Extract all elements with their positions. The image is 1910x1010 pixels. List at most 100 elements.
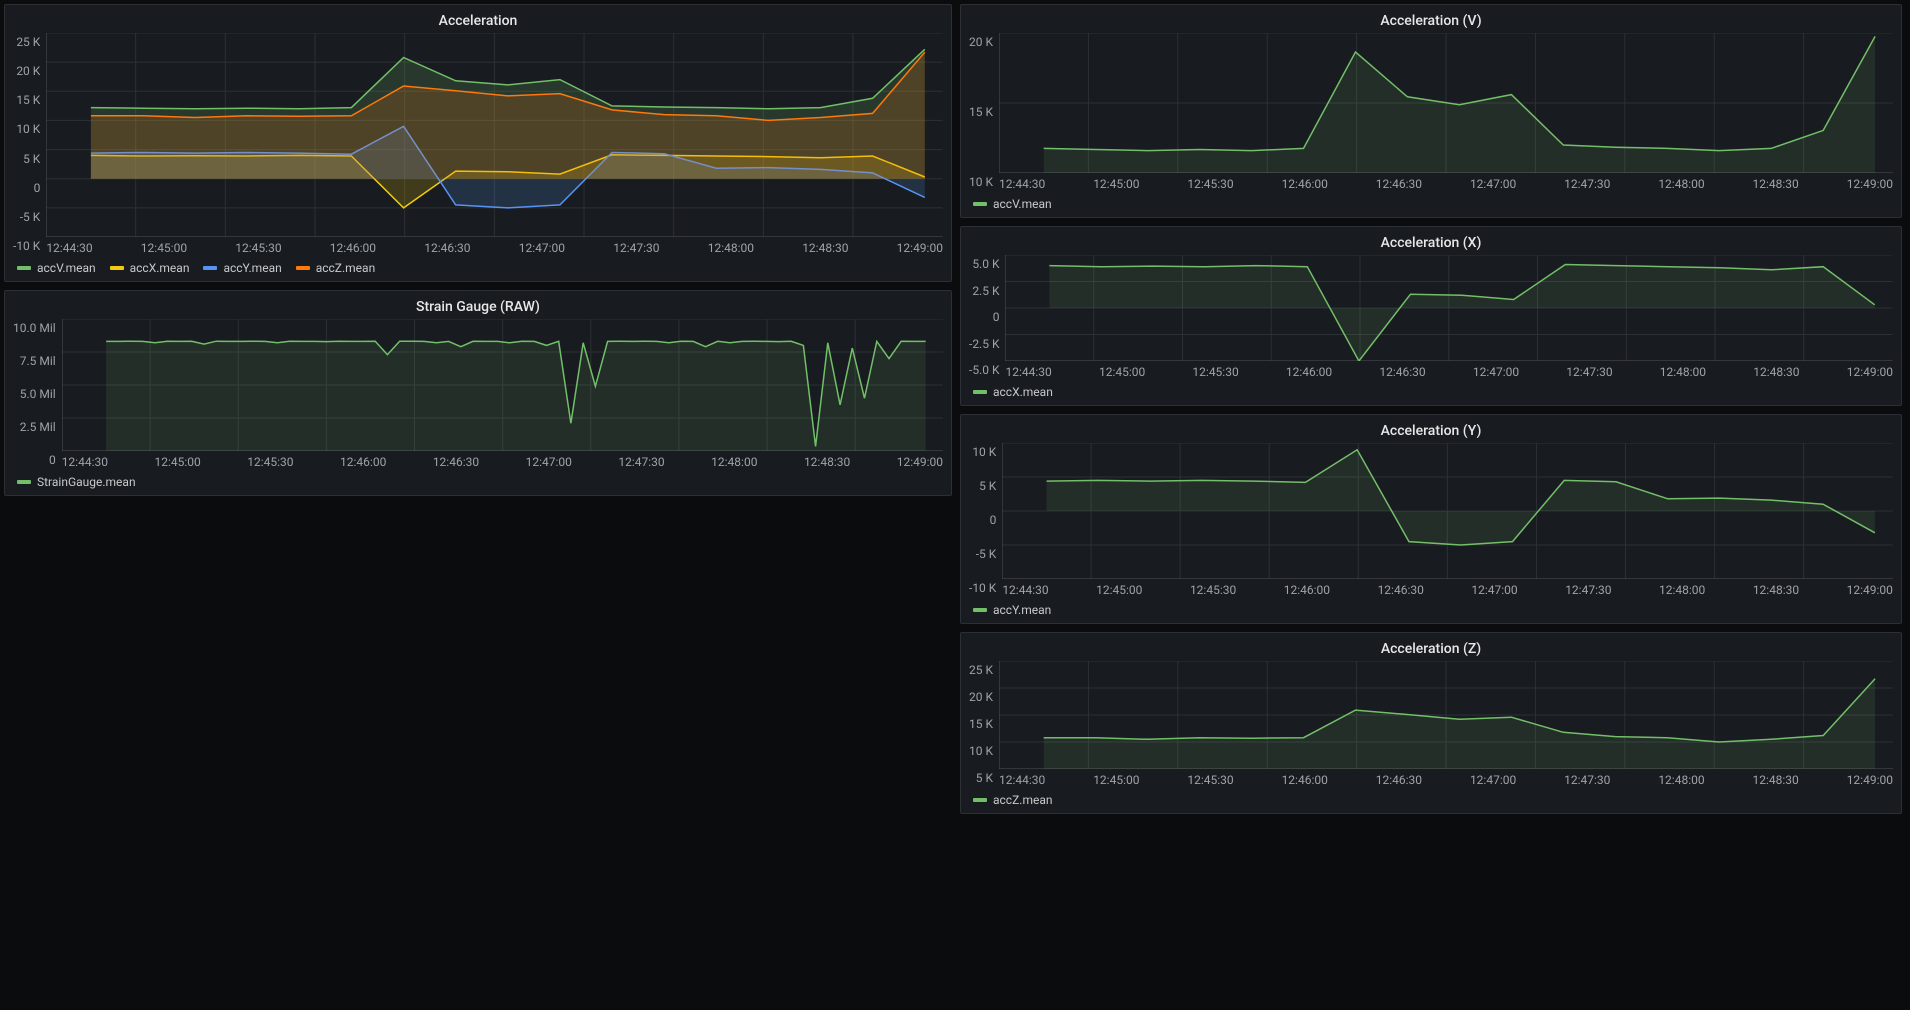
x-tick-label: 12:46:30 — [1376, 177, 1422, 191]
x-tick-label: 12:46:00 — [1282, 773, 1328, 787]
y-tick-label: 10 K — [972, 445, 996, 459]
legend: accZ.mean — [969, 787, 1893, 807]
x-tick-label: 12:47:00 — [1473, 365, 1519, 379]
dashboard: Acceleration 25 K20 K15 K10 K5 K0-5 K-10… — [0, 0, 1910, 1010]
x-tick-label: 12:46:00 — [1282, 177, 1328, 191]
y-axis: 25 K20 K15 K10 K5 K — [969, 661, 999, 787]
x-tick-label: 12:45:00 — [1099, 365, 1145, 379]
legend-label: StrainGauge.mean — [37, 475, 136, 489]
y-tick-label: -10 K — [969, 581, 996, 595]
x-tick-label: 12:48:00 — [1658, 177, 1704, 191]
y-tick-label: -5 K — [976, 547, 997, 561]
plot-area[interactable] — [62, 319, 943, 451]
legend-item[interactable]: accY.mean — [973, 603, 1051, 617]
x-tick-label: 12:46:00 — [1284, 583, 1330, 597]
legend-swatch — [17, 480, 31, 484]
panel-acceleration[interactable]: Acceleration 25 K20 K15 K10 K5 K0-5 K-10… — [4, 4, 952, 282]
x-tick-label: 12:46:30 — [1376, 773, 1422, 787]
legend-item[interactable]: accV.mean — [17, 261, 96, 275]
y-tick-label: 20 K — [969, 690, 993, 704]
legend-label: accZ.mean — [316, 261, 375, 275]
x-tick-label: 12:45:00 — [154, 455, 200, 469]
panel-title: Acceleration (V) — [969, 11, 1893, 33]
legend: accX.mean — [969, 379, 1893, 399]
x-tick-label: 12:49:00 — [897, 241, 943, 255]
legend-swatch — [973, 798, 987, 802]
x-tick-label: 12:47:00 — [519, 241, 565, 255]
panel-title: Acceleration (Y) — [969, 421, 1893, 443]
x-tick-label: 12:49:00 — [1847, 177, 1893, 191]
plot-area[interactable] — [1005, 255, 1893, 361]
legend-item[interactable]: accZ.mean — [973, 793, 1052, 807]
y-tick-label: -2.5 K — [969, 337, 999, 351]
x-tick-label: 12:44:30 — [999, 177, 1045, 191]
y-tick-label: 10 K — [969, 744, 993, 758]
legend-item[interactable]: accX.mean — [110, 261, 190, 275]
y-tick-label: 5 K — [23, 152, 40, 166]
y-tick-label: 15 K — [16, 93, 40, 107]
right-column: Acceleration (V) 20 K 15 K 10 K 12:44:30 12… — [960, 4, 1902, 1006]
y-tick-label: 20 K — [16, 64, 40, 78]
y-tick-label: 20 K — [969, 35, 993, 49]
legend-label: accV.mean — [993, 197, 1052, 211]
panel-strain-gauge[interactable]: Strain Gauge (RAW) 10.0 Mil7.5 Mil5.0 Mi… — [4, 290, 952, 496]
x-tick-label: 12:47:30 — [1564, 177, 1610, 191]
panel-acceleration-v[interactable]: Acceleration (V) 20 K15 K10 K 12:44:3012… — [960, 4, 1902, 218]
x-tick-label: 12:48:30 — [1753, 365, 1799, 379]
panel-acceleration-z[interactable]: Acceleration (Z) 25 K20 K15 K10 K5 K 12:… — [960, 632, 1902, 814]
x-tick-label: 12:47:30 — [618, 455, 664, 469]
legend-label: accY.mean — [223, 261, 281, 275]
y-axis: 10 K5 K0-5 K-10 K — [969, 443, 1002, 597]
panel-acceleration-x[interactable]: Acceleration (X) 5.0 K2.5 K0-2.5 K-5.0 K… — [960, 226, 1902, 406]
y-tick-label: 0 — [49, 453, 56, 467]
y-axis: 20 K15 K10 K — [969, 33, 999, 191]
x-tick-label: 12:49:00 — [897, 455, 943, 469]
plot-area[interactable] — [46, 33, 943, 237]
chart: 25 K20 K15 K10 K5 K 12:44:3012:45:0012:4… — [969, 661, 1893, 787]
x-tick-label: 12:49:00 — [1847, 365, 1893, 379]
legend-item[interactable]: accZ.mean — [296, 261, 375, 275]
panel-title: Acceleration (Z) — [969, 639, 1893, 661]
x-tick-label: 12:47:30 — [1566, 365, 1612, 379]
y-tick-label: 0 — [990, 513, 997, 527]
y-tick-label: 10.0 Mil — [13, 321, 56, 335]
legend-swatch — [17, 266, 31, 270]
legend-swatch — [110, 266, 124, 270]
legend-item[interactable]: accV.mean — [973, 197, 1052, 211]
x-tick-label: 12:44:30 — [46, 241, 92, 255]
x-tick-label: 12:44:30 — [1002, 583, 1048, 597]
x-tick-label: 12:48:00 — [1659, 583, 1705, 597]
y-tick-label: 15 K — [969, 105, 993, 119]
x-tick-label: 12:46:30 — [433, 455, 479, 469]
plot-area[interactable] — [999, 33, 1893, 173]
legend-swatch — [203, 266, 217, 270]
x-tick-label: 12:48:00 — [1658, 773, 1704, 787]
x-tick-label: 12:45:30 — [1187, 773, 1233, 787]
legend-item[interactable]: accY.mean — [203, 261, 281, 275]
x-tick-label: 12:44:30 — [1005, 365, 1051, 379]
x-tick-label: 12:48:30 — [804, 455, 850, 469]
y-tick-label: 2.5 Mil — [20, 420, 56, 434]
legend-item[interactable]: accX.mean — [973, 385, 1053, 399]
y-tick-label: 25 K — [969, 663, 993, 677]
x-axis: 12:44:3012:45:0012:45:3012:46:0012:46:30… — [46, 237, 943, 255]
x-tick-label: 12:47:00 — [526, 455, 572, 469]
y-tick-label: 0 — [993, 310, 1000, 324]
y-tick-label: -5 K — [20, 210, 41, 224]
panel-title: Acceleration (X) — [969, 233, 1893, 255]
y-tick-label: 25 K — [16, 35, 40, 49]
y-tick-label: 7.5 Mil — [20, 354, 56, 368]
x-tick-label: 12:47:00 — [1471, 583, 1517, 597]
legend: accY.mean — [969, 597, 1893, 617]
legend-swatch — [973, 202, 987, 206]
plot-area[interactable] — [999, 661, 1893, 769]
x-axis: 12:44:3012:45:0012:45:3012:46:0012:46:30… — [62, 451, 943, 469]
plot-area[interactable] — [1002, 443, 1893, 579]
panel-acceleration-y[interactable]: Acceleration (Y) 10 K5 K0-5 K-10 K 12:44… — [960, 414, 1902, 624]
x-tick-label: 12:45:00 — [1093, 773, 1139, 787]
chart: 5.0 K2.5 K0-2.5 K-5.0 K 12:44:3012:45:00… — [969, 255, 1893, 379]
x-tick-label: 12:45:30 — [1187, 177, 1233, 191]
legend-item[interactable]: StrainGauge.mean — [17, 475, 136, 489]
y-tick-label: -10 K — [13, 239, 40, 253]
y-axis: 5.0 K2.5 K0-2.5 K-5.0 K — [969, 255, 1005, 379]
